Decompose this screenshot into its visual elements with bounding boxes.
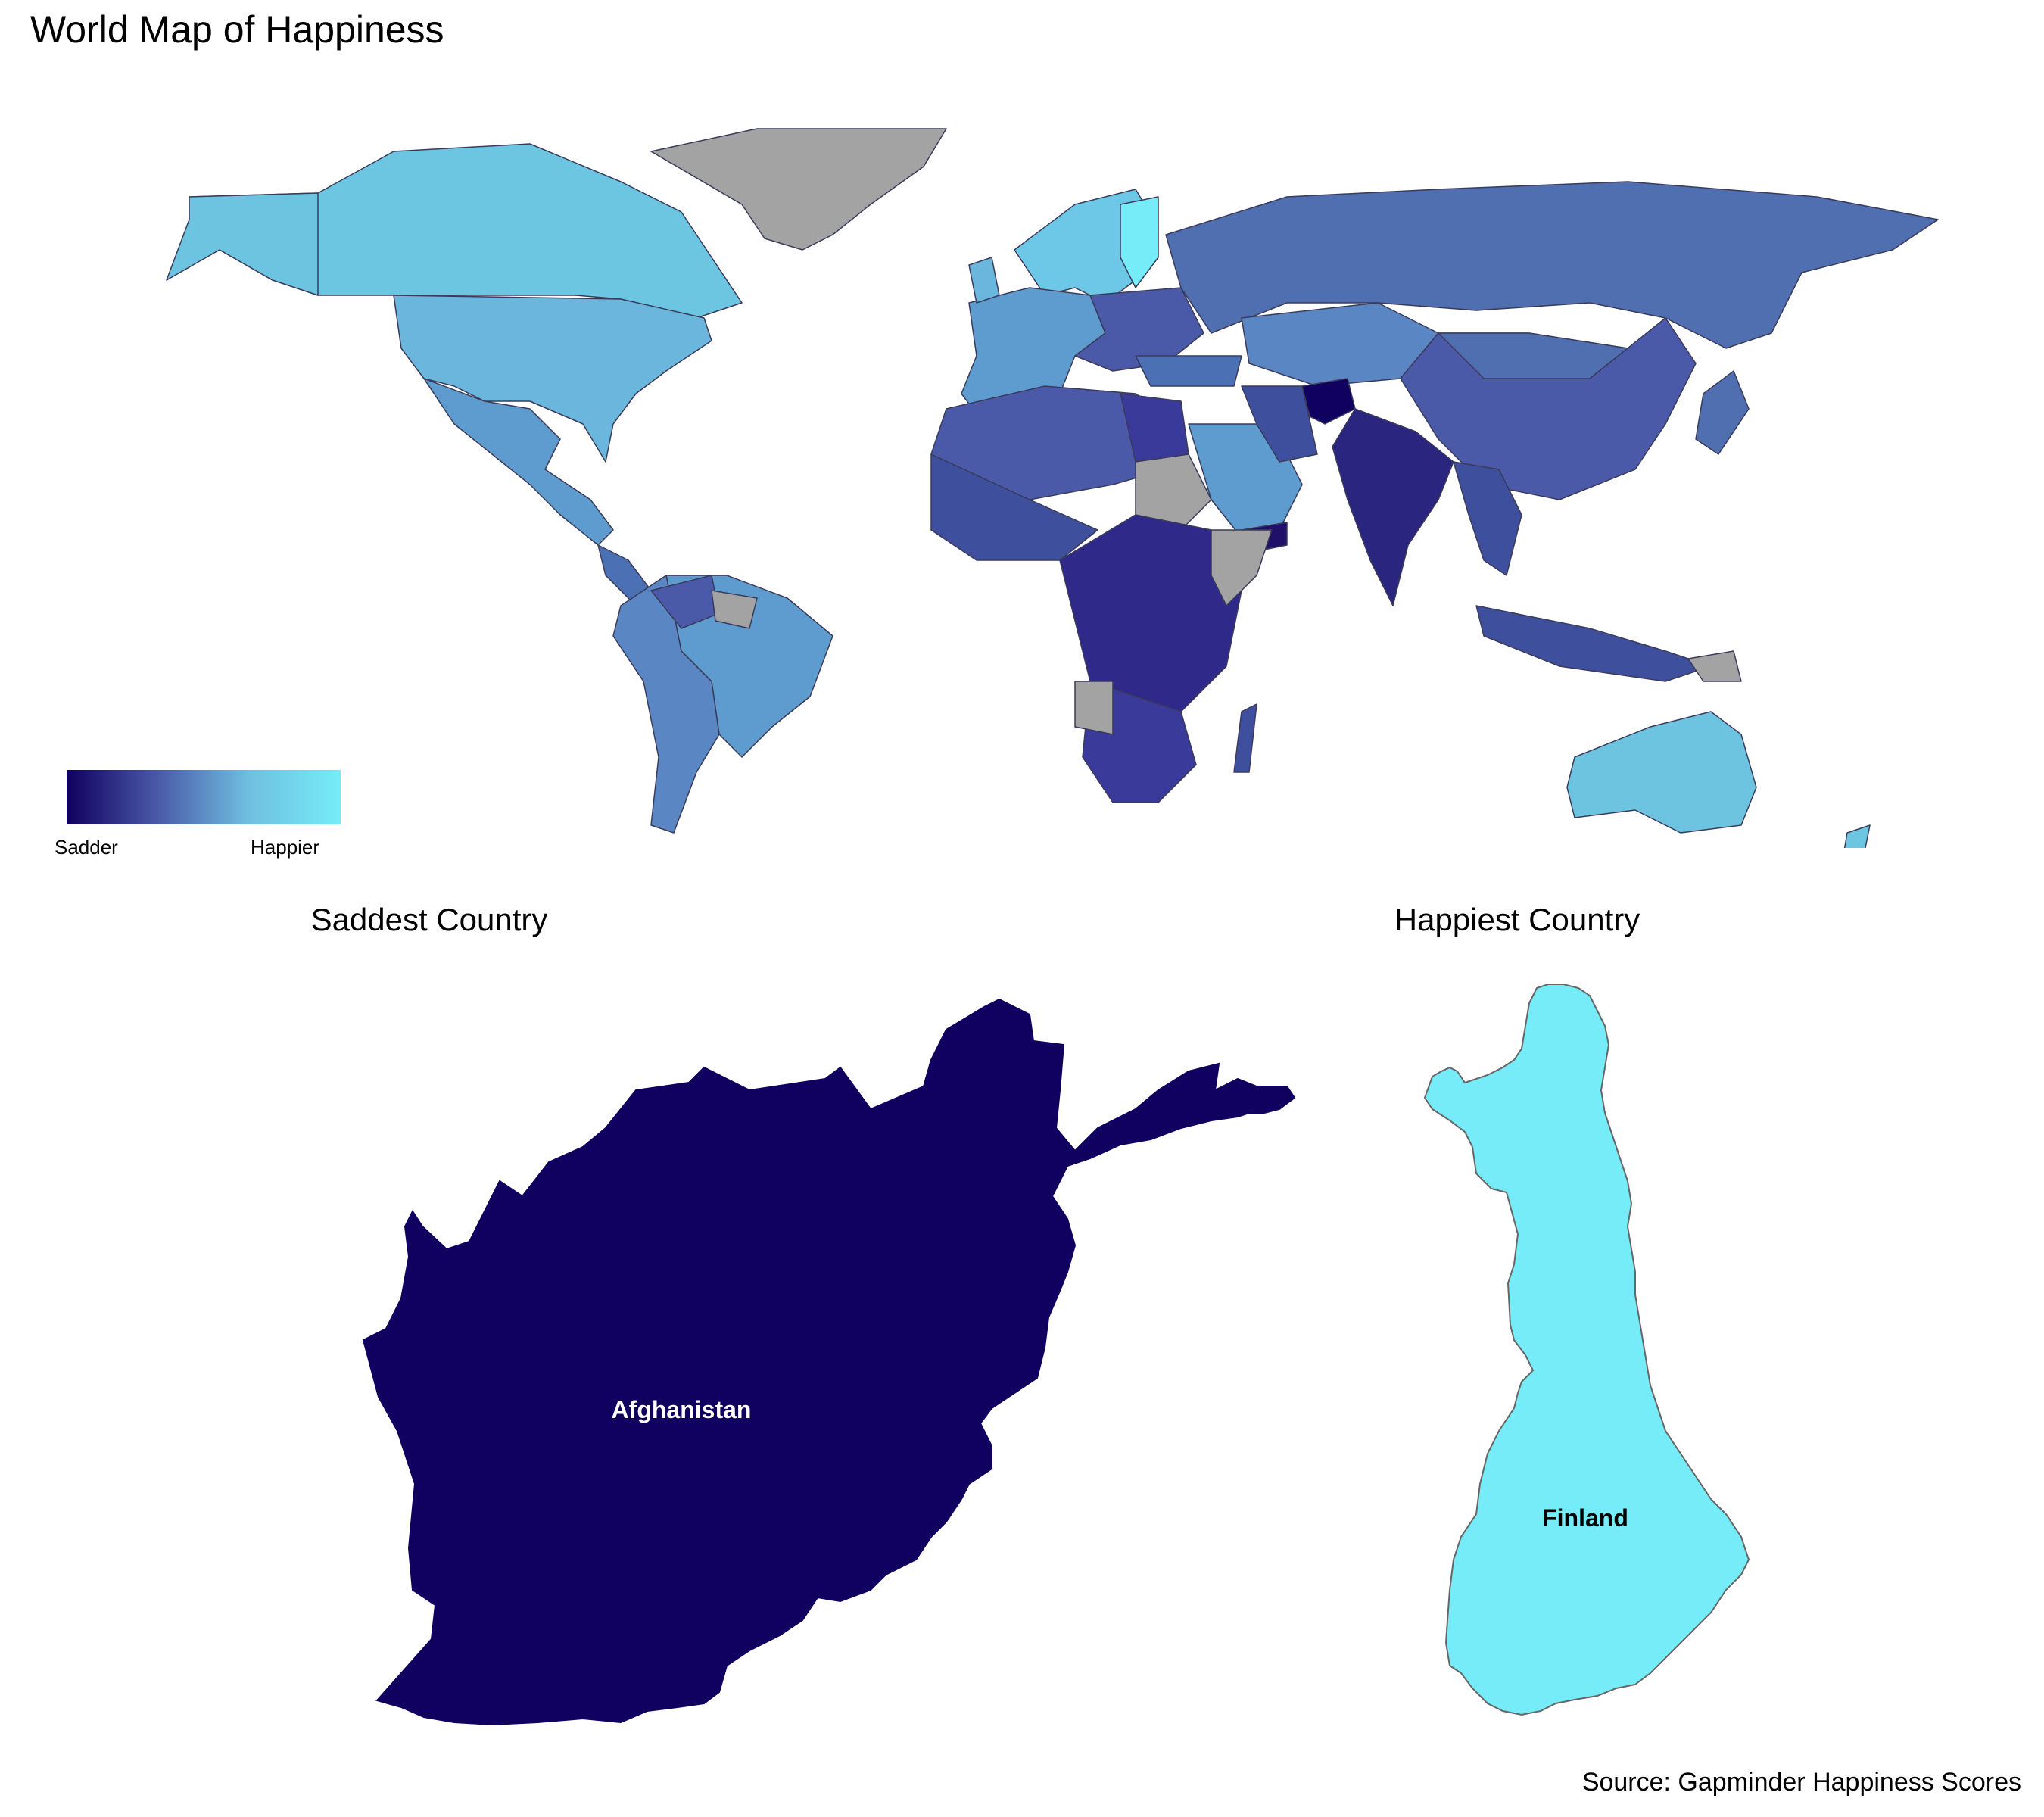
region-russia xyxy=(1165,181,1939,349)
region-east-horn xyxy=(1211,529,1273,606)
region-southeast-asia xyxy=(1453,461,1522,576)
region-iran xyxy=(1241,385,1318,463)
region-turkey xyxy=(1135,355,1242,387)
map-title: World Map of Happiness xyxy=(30,8,444,51)
region-eastern-europe xyxy=(1074,287,1204,372)
region-angola xyxy=(1074,681,1114,735)
region-andes xyxy=(612,575,720,834)
region-usa xyxy=(393,295,712,463)
region-india xyxy=(1332,408,1454,606)
happiest-country-map: Finland xyxy=(1423,984,1750,1716)
region-new-zealand xyxy=(1843,824,1871,848)
region-alaska xyxy=(166,192,319,296)
legend-color-bar xyxy=(67,770,341,824)
region-uk xyxy=(968,257,1000,304)
region-guianas xyxy=(711,590,758,629)
finland-shape xyxy=(1423,984,1750,1716)
legend-high-label: Happier xyxy=(251,836,320,859)
region-sudan xyxy=(1135,453,1212,531)
region-mongolia xyxy=(1438,332,1628,379)
world-map xyxy=(166,128,1939,848)
saddest-heading: Saddest Country xyxy=(310,902,548,937)
source-caption: Source: Gapminder Happiness Scores xyxy=(1581,1768,2021,1797)
region-indonesia xyxy=(1475,605,1712,682)
region-afghanistan xyxy=(1301,378,1356,425)
happiest-heading: Happiest Country xyxy=(1394,902,1640,937)
region-finland xyxy=(1120,196,1159,288)
region-australia xyxy=(1566,711,1757,834)
finland-label: Finland xyxy=(1542,1504,1628,1532)
afghanistan-shape xyxy=(362,998,1296,1726)
region-greenland xyxy=(650,128,947,251)
region-png xyxy=(1687,650,1742,682)
region-central-africa xyxy=(1059,514,1242,728)
afghanistan-label: Afghanistan xyxy=(612,1396,752,1423)
legend-low-label: Sadder xyxy=(55,836,118,859)
region-mexico xyxy=(423,378,614,546)
region-japan xyxy=(1695,370,1750,455)
saddest-country-map: Afghanistan xyxy=(362,998,1296,1726)
region-madagascar xyxy=(1233,703,1257,773)
